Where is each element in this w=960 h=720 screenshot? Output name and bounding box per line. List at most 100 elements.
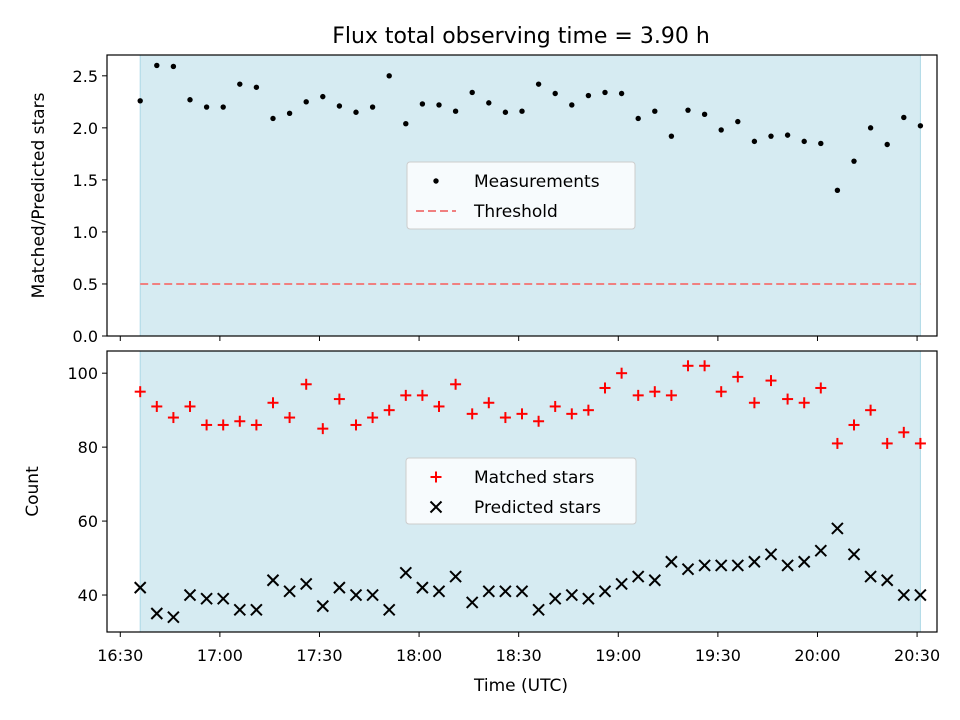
matched-star-point: [649, 386, 661, 398]
matched-star-point: [300, 378, 312, 390]
measurement-point: [652, 108, 658, 114]
predicted-star-point: [333, 581, 346, 594]
measurement-point: [469, 89, 475, 96]
predicted-star-point: [499, 585, 512, 598]
measurement-point: [751, 138, 758, 145]
measurement-point: [154, 62, 160, 69]
predicted-star-point-b: [316, 599, 330, 613]
predicted-star-point-b: [299, 577, 313, 591]
matched-star-point: [350, 419, 362, 431]
matched-star-point: [616, 367, 628, 379]
measurement-point: [552, 90, 558, 97]
predicted-star-point: [266, 574, 280, 587]
bottom-legend: Matched stars Predicted stars: [405, 457, 637, 525]
predicted-star-point: [631, 570, 645, 583]
x-tick-label: 19:00: [595, 646, 641, 665]
predicted-star-point: [382, 603, 396, 617]
matched-star-point: [184, 400, 196, 412]
measurement-point: [618, 90, 625, 97]
matched-star-point: [516, 408, 528, 420]
measurement-point: [851, 158, 857, 164]
predicted-star-point: [880, 574, 894, 587]
predicted-star-point: [897, 588, 911, 602]
measurement-point: [735, 118, 741, 125]
matched-star-point: [317, 423, 329, 435]
measurement-point: [635, 115, 641, 122]
predicted-star-point-b: [814, 544, 828, 557]
predicted-star-point: [748, 555, 761, 568]
matched-star-point: [782, 393, 794, 405]
predicted-star-point: [648, 574, 662, 587]
bottom-axes-frame: [106, 350, 938, 633]
y-tick-label: 40: [78, 586, 98, 605]
predicted-star-point: [167, 611, 180, 624]
predicted-star-point: [532, 603, 545, 617]
predicted-star-point-b: [665, 555, 678, 568]
top-legend: Measurements Threshold: [406, 161, 636, 230]
x-tick-label: 17:30: [296, 646, 342, 665]
predicted-star-point: [233, 603, 247, 617]
predicted-star-point-b: [880, 574, 894, 587]
measurement-point: [569, 102, 575, 108]
measurement-point: [187, 97, 193, 103]
bottom-x-ticks: 16:30 17:00 17:30 18:00 18:30 19:00 19:30 20:00…: [97, 632, 940, 665]
predicted-star-point: [731, 559, 745, 572]
matched-star-point: [250, 419, 262, 431]
predicted-star-point: [482, 585, 496, 598]
matched-star-point: [881, 437, 893, 449]
measurement-point: [834, 187, 841, 193]
predicted-star-point: [150, 607, 164, 620]
matched-star-point: [765, 375, 777, 387]
measurement-point: [535, 81, 542, 87]
predicted-star-point: [416, 581, 429, 594]
predicted-star-point-b: [133, 581, 147, 594]
predicted-star-point-b: [333, 581, 346, 594]
bottom-y-axis-label: Count: [23, 466, 43, 517]
matched-star-point: [267, 397, 279, 409]
measurement-point: [270, 115, 276, 122]
predicted-star-point-b: [515, 585, 529, 598]
predicted-star-point: [133, 581, 147, 594]
predicted-star-point: [349, 588, 363, 602]
predicted-star-point-b: [216, 592, 230, 605]
predicted-star-point: [665, 555, 678, 568]
matched-star-point: [134, 386, 146, 398]
chart-title: Flux total observing time = 3.90 h: [332, 24, 710, 49]
predicted-star-point-b: [582, 592, 595, 605]
top-y-ticks: 0.0 0.5 1.0 1.5 2.0 2.5: [73, 67, 107, 346]
predicted-star-point-b: [565, 588, 579, 602]
predicted-star-point-b: [731, 559, 745, 572]
predicted-star-point-b: [764, 548, 778, 561]
predicted-star-point: [598, 585, 612, 598]
matched-star-point: [748, 397, 760, 409]
measurement-point: [486, 100, 492, 106]
predicted-star-point: [864, 570, 877, 583]
predicted-star-point-b: [233, 603, 247, 617]
x-tick-label: 20:00: [794, 646, 840, 665]
predicted-star-points: [133, 522, 927, 624]
predicted-star-point-b: [748, 555, 761, 568]
measurement-point: [303, 99, 309, 105]
matched-star-point: [201, 419, 213, 431]
predicted-star-point-b: [183, 588, 197, 602]
measurement-point: [768, 133, 774, 139]
measurement-point: [436, 102, 442, 108]
top-legend-box: [406, 161, 636, 230]
legend-plus: [430, 471, 442, 483]
measurement-point: [419, 101, 426, 107]
predicted-star-point-b: [847, 548, 861, 561]
y-tick-label: 80: [78, 438, 98, 457]
matched-star-point: [151, 400, 163, 412]
x-tick-label: 19:30: [695, 646, 741, 665]
predicted-star-point: [764, 548, 778, 561]
measurement-point: [170, 63, 177, 70]
matched-star-point: [566, 408, 578, 420]
y-tick-label: 1.0: [73, 223, 98, 242]
matched-star-point: [815, 382, 827, 394]
predicted-star-point: [183, 588, 197, 602]
predicted-star-point-b: [382, 603, 396, 617]
predicted-star-point-b: [366, 588, 379, 602]
predicted-star-point: [582, 592, 595, 605]
legend-matched-marker: [430, 471, 442, 483]
predicted-star-point: [366, 588, 379, 602]
